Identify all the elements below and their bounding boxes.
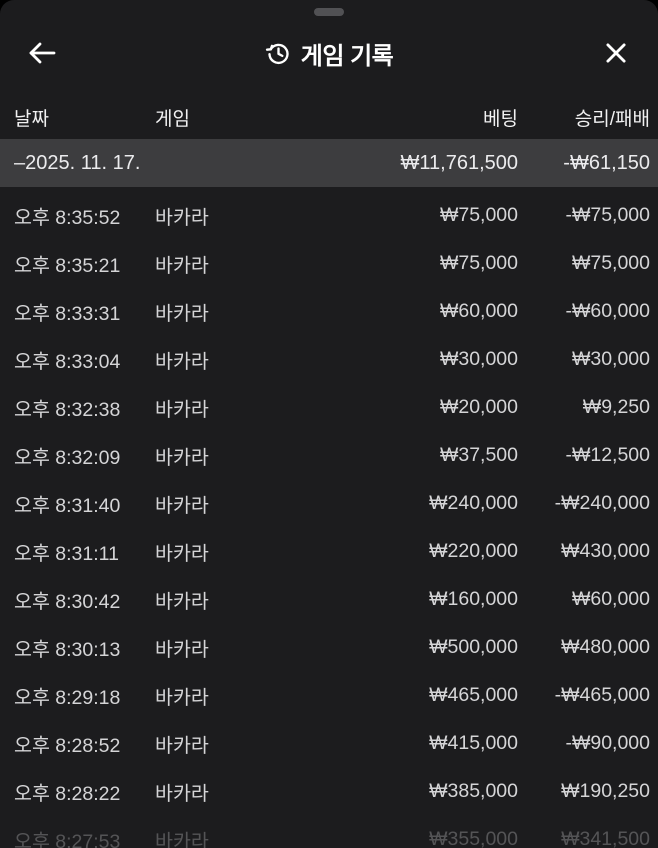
row-bet: ₩385,000 [429,779,518,802]
history-icon [265,40,292,67]
row-result: -₩75,000 [565,203,650,226]
summary-row: –2025. 11. 17. ₩11,761,500 -₩61,150 [0,139,658,187]
history-list[interactable]: 오후 8:35:52 바카라 ₩75,000 -₩75,000 오후 8:35:… [0,187,658,848]
close-icon [603,40,629,66]
row-time: 오후 8:35:52 [14,206,121,229]
row-game: 바카라 [155,398,209,421]
row-game: 바카라 [155,830,209,848]
row-result: ₩30,000 [571,347,650,370]
row-time: 오후 8:28:52 [14,734,121,757]
row-bet: ₩75,000 [439,203,518,226]
column-header-winloss: 승리/패배 [574,109,650,130]
row-bet: ₩220,000 [429,539,518,562]
row-bet: ₩20,000 [439,395,518,418]
row-result: ₩9,250 [582,395,650,418]
row-bet: ₩60,000 [439,299,518,322]
column-header-date: 날짜 [14,109,49,130]
row-time: 오후 8:30:13 [14,638,121,661]
row-time: 오후 8:33:31 [14,302,121,325]
arrow-left-icon [27,40,57,66]
row-bet: ₩37,500 [439,443,518,466]
table-row: 오후 8:32:38 바카라 ₩20,000 ₩9,250 [0,383,658,431]
table-row: 오후 8:28:22 바카라 ₩385,000 ₩190,250 [0,767,658,815]
row-result: ₩75,000 [571,251,650,274]
page-title: 게임 기록 [0,10,658,96]
table-row: 오후 8:33:04 바카라 ₩30,000 ₩30,000 [0,335,658,383]
column-header-game: 게임 [155,109,190,130]
table-row: 오후 8:35:52 바카라 ₩75,000 -₩75,000 [0,191,658,239]
table-row: 오후 8:30:13 바카라 ₩500,000 ₩480,000 [0,623,658,671]
row-result: -₩240,000 [554,491,650,514]
back-button[interactable] [20,31,64,75]
row-result: ₩341,500 [561,827,650,848]
row-game: 바카라 [155,350,209,373]
table-header: 날짜 게임 베팅 승리/패배 [0,96,658,139]
row-time: 오후 8:35:21 [14,254,121,277]
row-game: 바카라 [155,686,209,709]
sheet-header: 게임 기록 [0,0,658,96]
drag-handle[interactable] [314,8,344,16]
row-game: 바카라 [155,542,209,565]
row-time: 오후 8:33:04 [14,350,121,373]
row-result: ₩190,250 [561,779,650,802]
row-result: -₩12,500 [565,443,650,466]
row-game: 바카라 [155,494,209,517]
table-row: 오후 8:33:31 바카라 ₩60,000 -₩60,000 [0,287,658,335]
table-row: 오후 8:29:18 바카라 ₩465,000 -₩465,000 [0,671,658,719]
row-game: 바카라 [155,734,209,757]
table-row: 오후 8:31:40 바카라 ₩240,000 -₩240,000 [0,479,658,527]
table-row: 오후 8:35:21 바카라 ₩75,000 ₩75,000 [0,239,658,287]
row-time: 오후 8:29:18 [14,686,121,709]
row-game: 바카라 [155,590,209,613]
table-row: 오후 8:31:11 바카라 ₩220,000 ₩430,000 [0,527,658,575]
table-row: 오후 8:32:09 바카라 ₩37,500 -₩12,500 [0,431,658,479]
row-result: -₩465,000 [554,683,650,706]
row-bet: ₩240,000 [429,491,518,514]
row-game: 바카라 [155,782,209,805]
row-time: 오후 8:31:40 [14,494,121,517]
row-bet: ₩465,000 [429,683,518,706]
row-game: 바카라 [155,206,209,229]
table-row: 오후 8:28:52 바카라 ₩415,000 -₩90,000 [0,719,658,767]
page-title-text: 게임 기록 [300,42,394,70]
row-time: 오후 8:31:11 [14,542,119,565]
row-game: 바카라 [155,254,209,277]
row-result: ₩430,000 [561,539,650,562]
row-result: -₩60,000 [565,299,650,322]
summary-bet-total: ₩11,761,500 [400,151,519,174]
row-bet: ₩415,000 [429,731,518,754]
row-time: 오후 8:32:09 [14,446,121,469]
row-bet: ₩355,000 [429,827,518,848]
row-result: ₩480,000 [561,635,650,658]
row-result: ₩60,000 [571,587,650,610]
row-time: 오후 8:28:22 [14,782,121,805]
row-bet: ₩75,000 [439,251,518,274]
row-time: 오후 8:27:53 [14,830,121,848]
table-row: 오후 8:27:53 바카라 ₩355,000 ₩341,500 [0,815,658,848]
column-header-bet: 베팅 [483,109,518,130]
row-time: 오후 8:32:38 [14,398,121,421]
row-game: 바카라 [155,302,209,325]
row-bet: ₩500,000 [429,635,518,658]
close-button[interactable] [594,31,638,75]
summary-winloss-total: -₩61,150 [563,151,650,174]
row-result: -₩90,000 [565,731,650,754]
table-row: 오후 8:30:42 바카라 ₩160,000 ₩60,000 [0,575,658,623]
row-time: 오후 8:30:42 [14,590,121,613]
row-bet: ₩160,000 [429,587,518,610]
row-game: 바카라 [155,446,209,469]
row-bet: ₩30,000 [439,347,518,370]
summary-date: –2025. 11. 17. [14,151,141,174]
row-game: 바카라 [155,638,209,661]
